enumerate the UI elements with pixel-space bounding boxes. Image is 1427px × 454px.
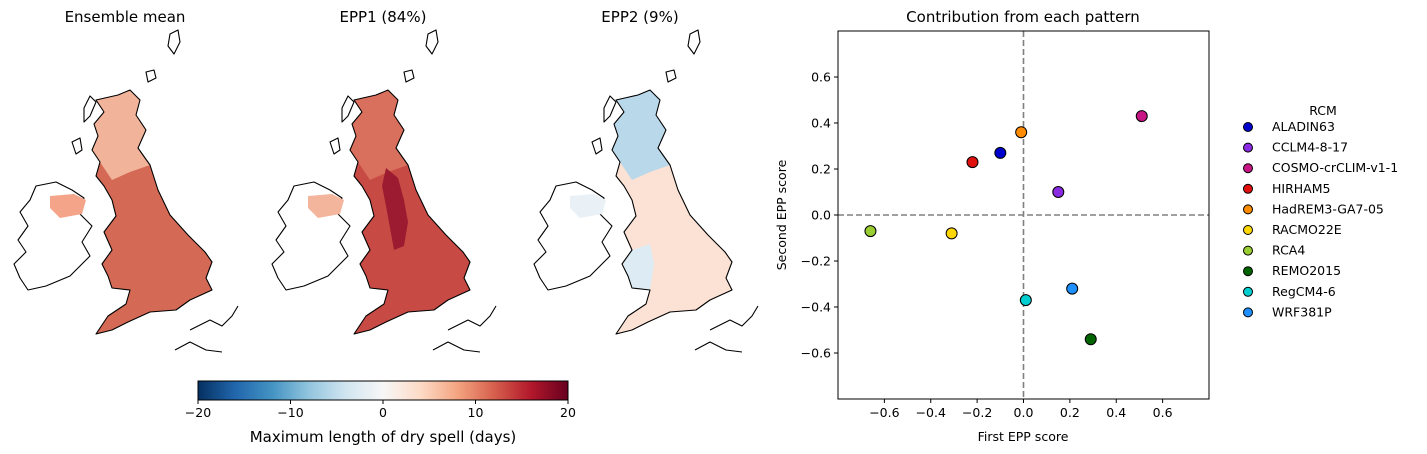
legend-label: HIRHAM5 (1272, 181, 1330, 196)
france-coast (694, 305, 759, 353)
y-tick-label: 0.0 (811, 208, 831, 223)
x-tick-label: 0.0 (1014, 405, 1034, 420)
map-title-ensemble-mean: Ensemble mean (65, 8, 186, 26)
legend-marker (1243, 266, 1253, 277)
x-tick-label: −0.6 (869, 405, 899, 420)
data-point (945, 227, 958, 240)
legend-marker (1243, 163, 1253, 174)
legend-marker (1243, 204, 1253, 215)
legend-label: ALADIN63 (1272, 119, 1335, 134)
x-tick-label: 0.4 (1106, 405, 1126, 420)
y-tick-label: 0.6 (811, 70, 831, 85)
x-axis-label: First EPP score (978, 429, 1069, 444)
shetland-outline (687, 29, 701, 55)
orkney-outline (403, 69, 415, 83)
scatter-ticks: −0.6 −0.4 −0.2 0.0 0.2 0.4 0.6 −0.6 −0.4 −0.2 0.0 0… (801, 70, 1173, 421)
scatter-title: Contribution from each pattern (906, 8, 1140, 26)
data-point (1052, 186, 1065, 198)
colorbar-tick-label: 20 (560, 405, 576, 420)
orkney-outline (145, 69, 157, 83)
map-title-epp2: EPP2 (9%) (601, 8, 678, 26)
y-tick-label: −0.2 (801, 254, 831, 269)
x-tick-label: 0.6 (1153, 405, 1173, 420)
legend-label: CCLM4-8-17 (1272, 140, 1348, 155)
legend-marker (1243, 142, 1253, 153)
hebrides-outline-2 (71, 137, 83, 155)
data-point (1066, 282, 1079, 295)
legend-label: RegCM4-6 (1272, 284, 1336, 299)
reference-lines (838, 31, 1209, 399)
data-point (1084, 333, 1097, 346)
hebrides-outline (603, 95, 617, 123)
map-ensemble-mean: Ensemble mean (13, 8, 239, 353)
data-point (864, 225, 877, 238)
legend: RCM ALADIN63 CCLM4-8-17 COSMO-crCLIM-v1-1 H… (1243, 103, 1398, 319)
data-point (1135, 110, 1148, 123)
colorbar-ticks: −20 −10 0 10 20 (185, 400, 576, 420)
plot-frame (837, 30, 1210, 400)
france-coast (174, 305, 239, 353)
colorbar-tick-label: 10 (468, 405, 484, 420)
legend-label: REMO2015 (1272, 263, 1341, 278)
scatter-points (864, 110, 1148, 346)
map-title-epp1: EPP1 (84%) (340, 8, 427, 26)
legend-items: ALADIN63 CCLM4-8-17 COSMO-crCLIM-v1-1 HIRHA… (1243, 119, 1398, 319)
france-coast (432, 305, 497, 353)
colorbar: −20 −10 0 10 20 Maximum length of dry spell … (185, 380, 576, 446)
hebrides-outline-2 (329, 137, 341, 155)
legend-marker (1243, 225, 1253, 235)
legend-label: RCA4 (1272, 243, 1305, 258)
map-epp1: EPP1 (84%) (271, 8, 497, 353)
legend-marker (1243, 307, 1253, 318)
colorbar-gradient (197, 380, 569, 401)
scatter-panel: Contribution from each pattern −0.6 −0.4−… (774, 8, 1210, 444)
data-point (966, 156, 979, 169)
orkney-outline (665, 69, 677, 83)
legend-label: COSMO-crCLIM-v1-1 (1272, 160, 1398, 175)
legend-marker (1243, 183, 1253, 194)
shetland-outline (425, 29, 439, 55)
hebrides-outline-2 (591, 137, 603, 155)
shetland-outline (167, 29, 181, 55)
hebrides-outline (341, 95, 355, 123)
map-epp2: EPP2 (9%) (533, 8, 759, 353)
x-tick-label: −0.2 (962, 405, 992, 420)
data-point (994, 146, 1007, 159)
wales-field (622, 244, 654, 290)
data-point (1015, 126, 1028, 139)
colorbar-tick-label: −20 (185, 405, 211, 420)
legend-label: HadREM3-GA7-05 (1272, 201, 1384, 216)
hebrides-outline (83, 95, 97, 123)
legend-marker (1243, 122, 1253, 132)
x-tick-label: 0.2 (1060, 405, 1080, 420)
legend-marker (1243, 286, 1253, 297)
y-tick-label: −0.6 (801, 346, 831, 361)
colorbar-label: Maximum length of dry spell (days) (250, 428, 517, 446)
legend-label: RACMO22E (1272, 222, 1342, 237)
y-axis-label: Second EPP score (774, 159, 789, 270)
legend-marker (1243, 245, 1253, 256)
colorbar-tick-label: −10 (277, 405, 303, 420)
legend-label: WRF381P (1272, 304, 1332, 319)
colorbar-tick-label: 0 (379, 405, 387, 420)
legend-title: RCM (1309, 103, 1337, 118)
data-point (1019, 294, 1032, 307)
x-tick-label: −0.4 (916, 405, 946, 420)
y-tick-label: 0.4 (811, 116, 831, 131)
y-tick-label: 0.2 (811, 162, 831, 177)
y-tick-label: −0.4 (801, 300, 831, 315)
